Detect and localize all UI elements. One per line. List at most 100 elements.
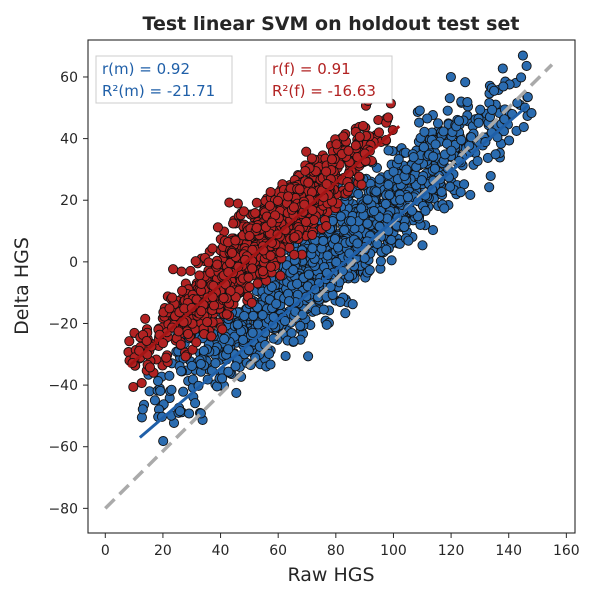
data-point-male xyxy=(152,376,164,387)
data-point-male xyxy=(303,351,314,362)
data-point-female xyxy=(161,352,172,363)
y-tick-label: 40 xyxy=(60,132,78,148)
x-tick-label: 120 xyxy=(438,543,465,559)
chart-title: Test linear SVM on holdout test set xyxy=(143,13,520,35)
data-point-male xyxy=(186,360,197,371)
data-point-male xyxy=(446,145,457,156)
data-point-male xyxy=(155,385,166,396)
data-point-male xyxy=(353,189,364,200)
data-point-male xyxy=(280,350,291,362)
data-point-male xyxy=(176,366,187,377)
data-point-male xyxy=(445,181,456,192)
data-point-male xyxy=(271,298,282,309)
identity-line xyxy=(104,63,554,510)
data-point-female xyxy=(343,145,354,156)
data-point-male xyxy=(217,373,228,384)
data-point-male xyxy=(375,256,386,267)
annotation-female-r2: R²(f) = -16.63 xyxy=(272,82,376,100)
data-point-male xyxy=(223,366,234,377)
annotation-female-r: r(f) = 0.91 xyxy=(272,60,351,78)
data-point-female xyxy=(183,328,194,340)
data-point-female xyxy=(321,221,332,232)
data-point-male xyxy=(414,105,425,116)
data-point-male xyxy=(223,344,234,355)
annotation-female: r(f) = 0.91 R²(f) = -16.63 xyxy=(265,55,393,104)
data-point-male xyxy=(518,122,529,133)
y-tick-label: −40 xyxy=(48,378,78,394)
data-point-female xyxy=(190,256,201,267)
data-point-female xyxy=(212,222,223,233)
data-point-female xyxy=(300,165,311,177)
data-point-male xyxy=(526,108,537,119)
y-axis-ticks: −80 −60 −40 −20 0 20 40 60 xyxy=(48,70,88,517)
data-point-male xyxy=(279,315,291,327)
data-point-male xyxy=(288,336,299,347)
data-point-male xyxy=(362,194,373,205)
data-point-male xyxy=(248,310,259,321)
data-point-female xyxy=(301,146,312,157)
data-point-female xyxy=(358,120,369,131)
data-point-female xyxy=(243,272,254,283)
data-point-male xyxy=(198,345,209,356)
data-point-male xyxy=(386,234,397,246)
data-point-male xyxy=(416,175,427,186)
data-point-male xyxy=(428,151,439,162)
data-point-male xyxy=(442,105,453,116)
x-tick-label: 160 xyxy=(553,543,580,559)
data-point-male xyxy=(487,104,498,115)
data-point-male xyxy=(257,310,268,321)
data-point-male xyxy=(456,135,467,146)
x-tick-label: 20 xyxy=(154,543,172,559)
data-point-male xyxy=(439,203,450,214)
data-point-female xyxy=(128,381,139,393)
x-tick-label: 60 xyxy=(269,543,287,559)
data-point-female xyxy=(191,337,202,348)
data-point-female xyxy=(257,266,268,277)
data-point-male xyxy=(384,189,395,201)
data-point-male xyxy=(504,135,515,146)
data-point-male xyxy=(522,91,533,103)
y-axis-label: Delta HGS xyxy=(11,237,33,335)
data-point-male xyxy=(401,164,412,175)
data-point-female xyxy=(331,139,342,150)
data-point-male xyxy=(497,63,508,74)
x-tick-label: 40 xyxy=(212,543,230,559)
data-point-male xyxy=(210,358,221,369)
data-point-female xyxy=(266,217,277,228)
data-point-female xyxy=(306,153,317,164)
data-point-male xyxy=(238,334,249,345)
data-point-male xyxy=(374,174,385,185)
data-point-male xyxy=(231,387,242,398)
data-point-female xyxy=(124,336,135,347)
data-point-male xyxy=(381,244,392,255)
data-point-male xyxy=(137,404,148,415)
data-point-male xyxy=(321,319,332,330)
data-point-female xyxy=(202,316,213,328)
data-point-female xyxy=(208,300,220,311)
data-point-female xyxy=(289,232,300,243)
data-point-male xyxy=(232,319,243,330)
data-point-female xyxy=(177,285,188,296)
plot-frame xyxy=(87,39,576,534)
data-point-male xyxy=(417,240,428,251)
data-point-female xyxy=(157,338,169,349)
data-point-male xyxy=(195,358,206,370)
data-point-female xyxy=(251,222,262,233)
data-point-male xyxy=(420,205,431,216)
data-point-male xyxy=(455,187,466,198)
data-point-male xyxy=(371,186,382,197)
data-point-male xyxy=(230,361,241,372)
data-point-female xyxy=(344,181,355,193)
data-point-male xyxy=(402,192,413,203)
data-point-male xyxy=(445,71,456,83)
annotation-female-box xyxy=(265,55,393,104)
y-tick-label: −60 xyxy=(48,440,78,456)
x-tick-label: 100 xyxy=(380,543,407,559)
data-point-male xyxy=(264,348,275,359)
data-point-female xyxy=(244,230,255,242)
data-point-male xyxy=(372,238,383,249)
data-point-female xyxy=(196,278,207,289)
data-point-male xyxy=(430,139,441,150)
data-point-male xyxy=(339,225,350,236)
